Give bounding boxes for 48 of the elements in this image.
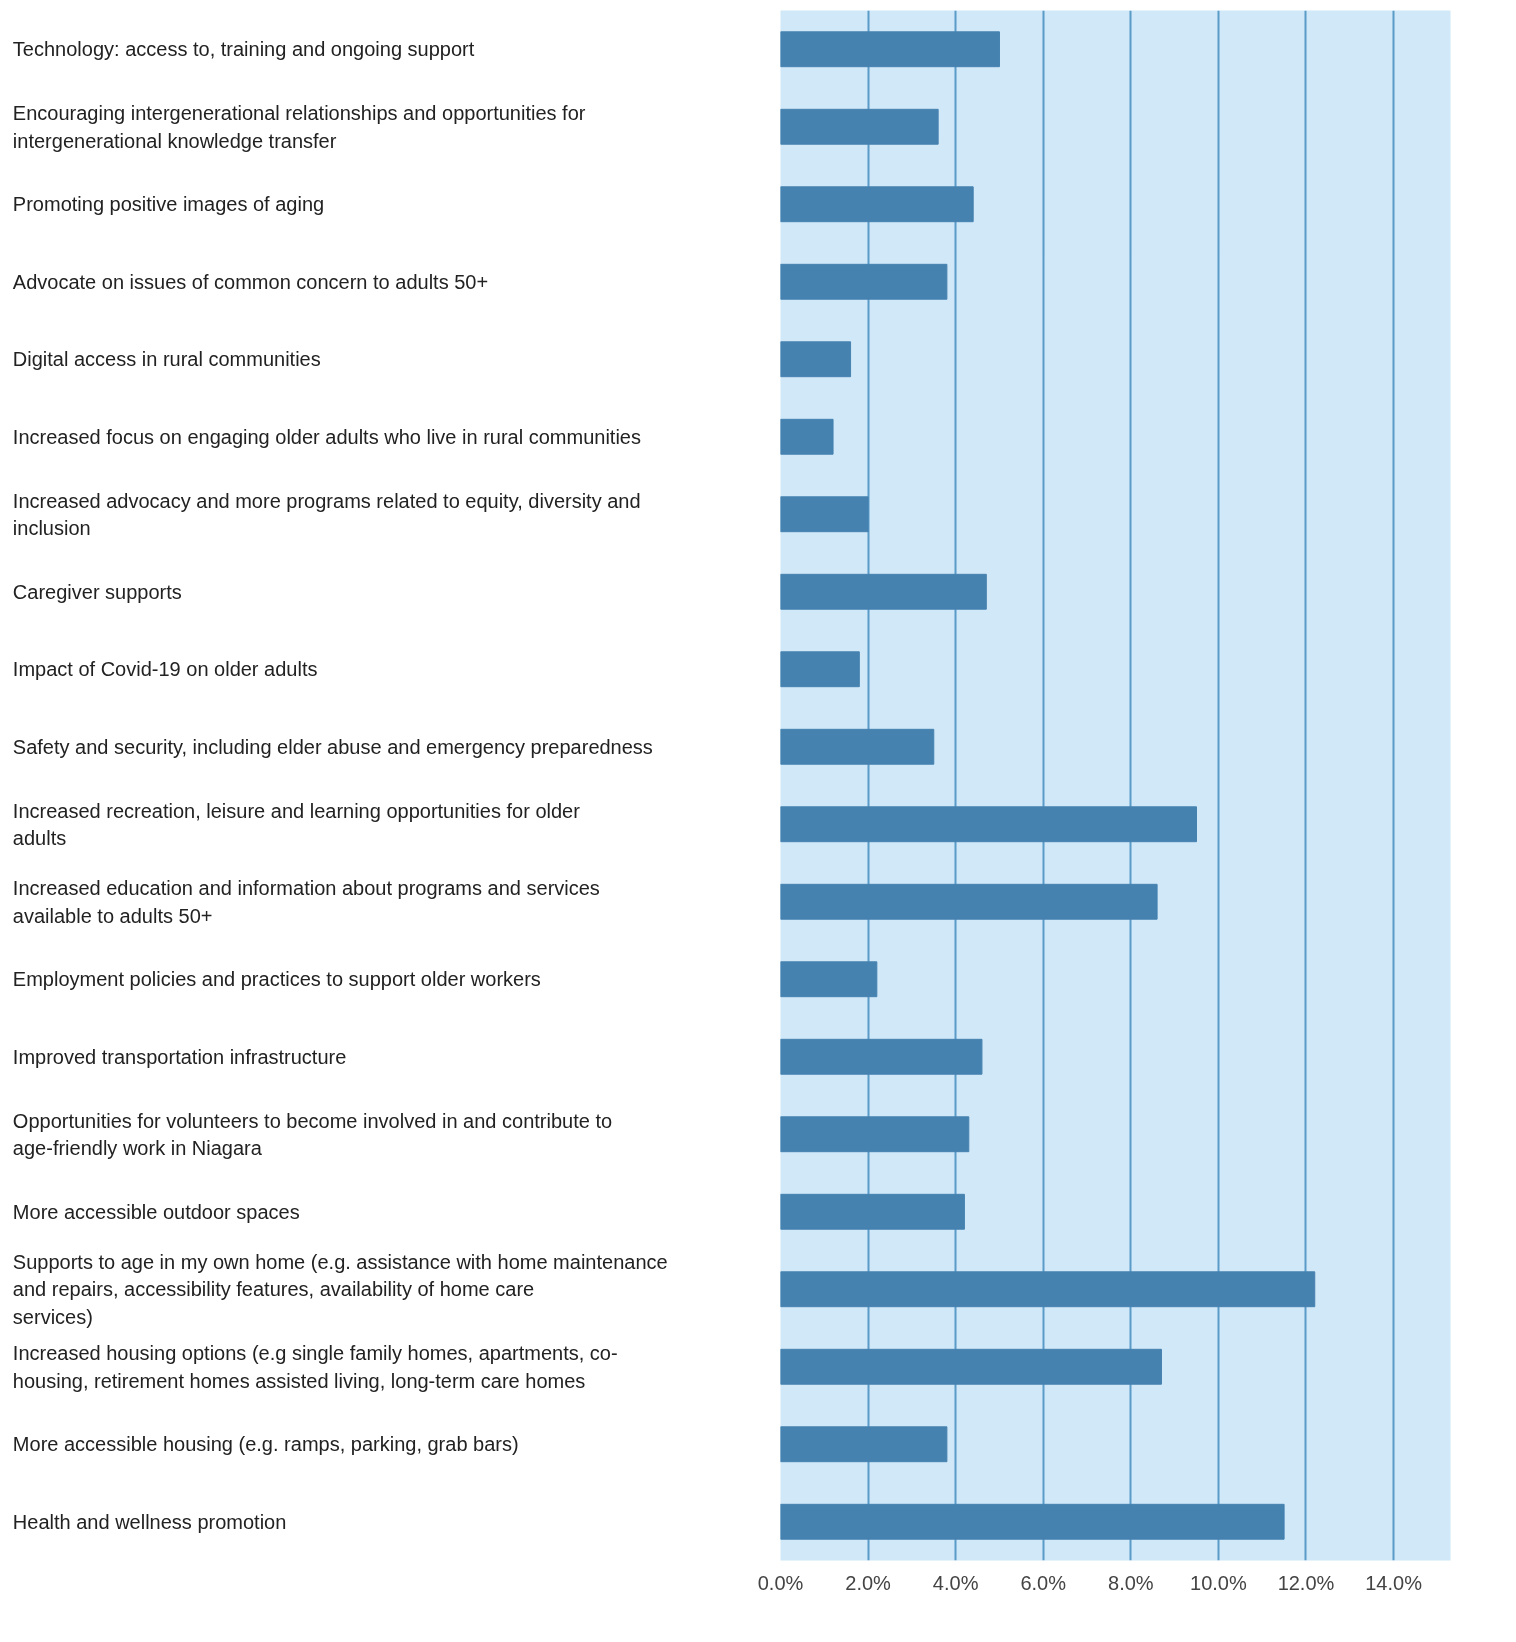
bar <box>780 1426 948 1463</box>
bar <box>780 108 939 145</box>
y-tick-label: Increased education and information about programs and services available to adults 50+ <box>12 877 600 927</box>
bar <box>780 418 834 455</box>
y-tick-label: Increased recreation, leisure and learning opportunities for older adults <box>12 799 581 849</box>
y-tick-label: More accessible housing (e.g. ramps, parking, grab bars) <box>12 1433 519 1456</box>
y-tick-label: Technology: access to, training and ongoing support <box>12 38 475 61</box>
y-tick-label: Promoting positive images of aging <box>12 193 325 216</box>
y-tick-label: Encouraging intergenerational relationships and opportunities for intergenerational knowledge transfer <box>12 102 586 152</box>
x-tick-label: 4.0% <box>932 1571 979 1594</box>
y-tick-label: Increased advocacy and more programs related to equity, diversity and inclusion <box>12 489 641 539</box>
bar <box>780 1503 1285 1540</box>
y-tick-label: Safety and security, including elder abuse and emergency preparedness <box>12 735 653 758</box>
bar <box>780 263 948 300</box>
bar <box>780 651 860 688</box>
x-tick-label: 0.0% <box>757 1571 804 1594</box>
y-tick-label: Caregiver supports <box>12 580 182 603</box>
y-tick-label: More accessible outdoor spaces <box>12 1200 300 1223</box>
bar <box>780 341 852 378</box>
bar <box>780 728 935 765</box>
bar <box>780 1116 970 1153</box>
y-tick-label: Advocate on issues of common concern to adults 50+ <box>12 270 489 293</box>
y-tick-label: Supports to age in my own home (e.g. assistance with home maintenance and repairs, accessibility features, availability of home care services) <box>12 1250 668 1328</box>
x-tick-label: 10.0% <box>1190 1571 1247 1594</box>
bar <box>780 1348 1162 1385</box>
bar <box>780 961 878 998</box>
x-tick-label: 12.0% <box>1277 1571 1335 1594</box>
y-tick-label: Increased housing options (e.g single family homes, apartments, co-housing, retirement homes assisted living, long-term care homes <box>12 1342 618 1392</box>
y-tick-label: Digital access in rural communities <box>12 348 321 371</box>
y-tick-label: Increased focus on engaging older adults who live in rural communities <box>12 425 641 448</box>
bar <box>780 1271 1316 1308</box>
y-tick-label: Opportunities for volunteers to become involved in and contribute to age-friendly work in Niagara <box>12 1109 613 1159</box>
y-tick-label: Employment policies and practices to support older workers <box>12 968 541 991</box>
y-tick-label: Improved transportation infrastructure <box>12 1045 347 1068</box>
bar <box>780 496 869 533</box>
y-tick-label: Impact of Covid-19 on older adults <box>12 658 318 681</box>
bar <box>780 1193 965 1230</box>
x-tick-label: 14.0% <box>1365 1571 1423 1594</box>
x-tick-label: 8.0% <box>1108 1571 1154 1594</box>
y-tick-label: Health and wellness promotion <box>12 1510 287 1533</box>
bar <box>780 806 1198 843</box>
bar <box>780 186 974 223</box>
bar <box>780 573 987 610</box>
x-tick-label: 2.0% <box>845 1571 892 1594</box>
x-tick-label: 6.0% <box>1020 1571 1067 1594</box>
bar <box>780 883 1158 920</box>
bar <box>780 1038 983 1075</box>
bar <box>780 31 1000 68</box>
